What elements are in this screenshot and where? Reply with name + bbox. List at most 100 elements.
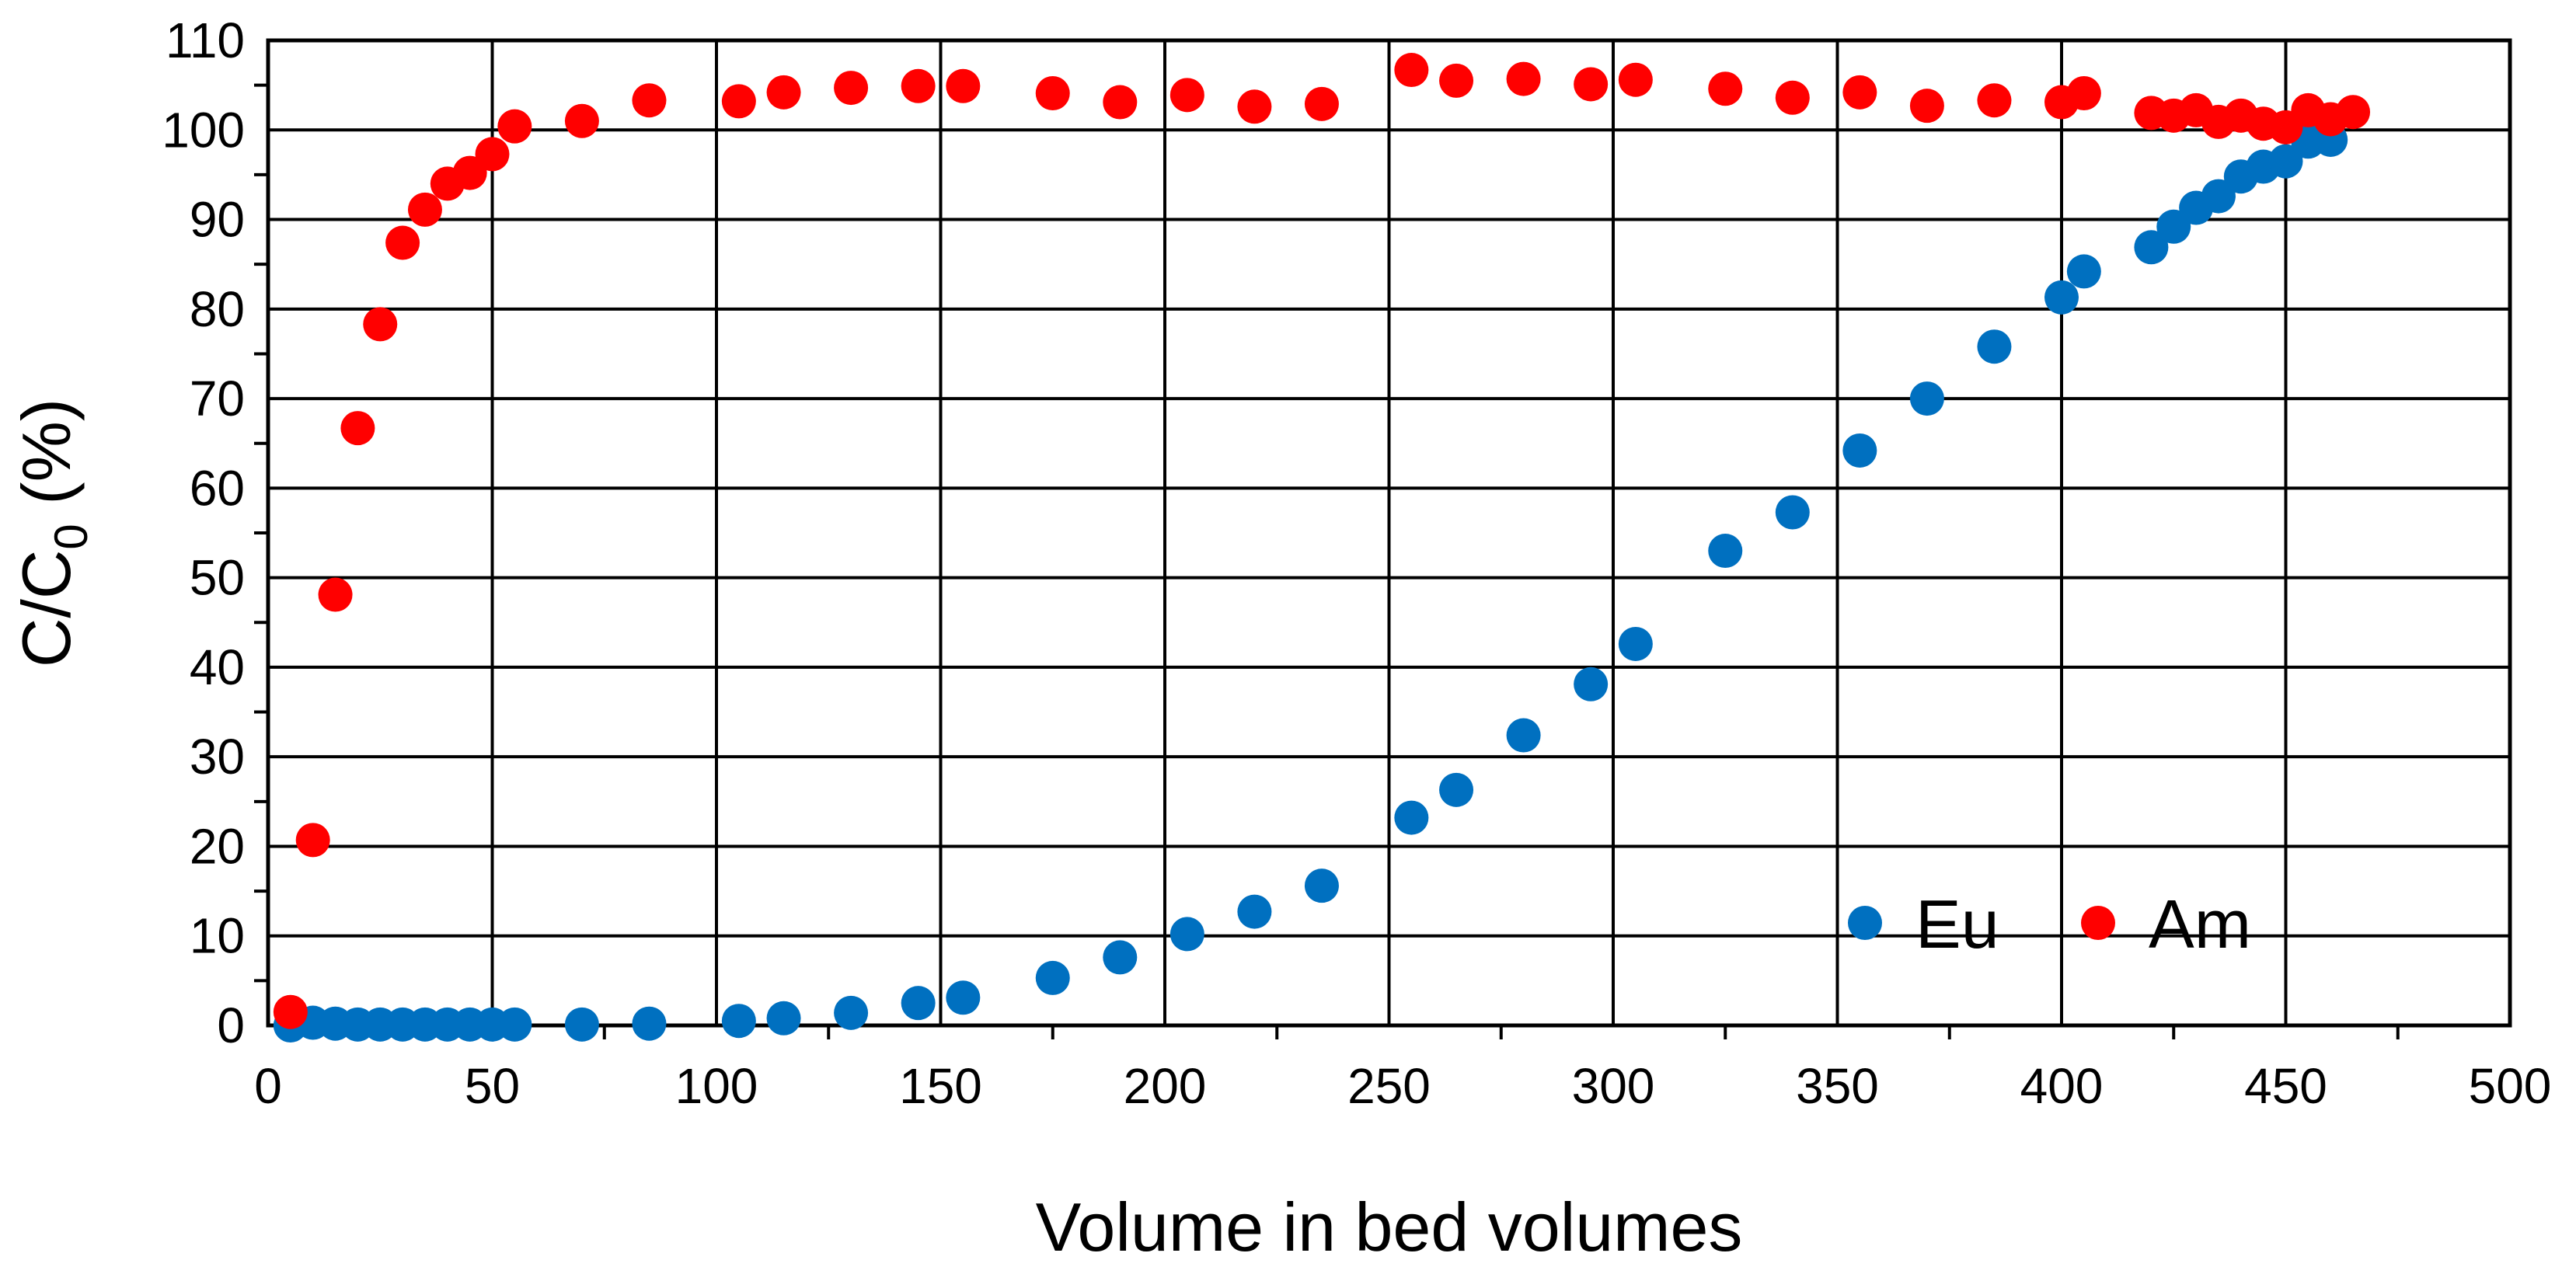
point-eu [497,1007,532,1042]
gridlines [267,39,2512,1027]
x-tick-label: 200 [1124,1058,1207,1114]
point-am [363,307,398,342]
point-eu [2134,230,2169,265]
point-eu [1169,917,1204,952]
point-am [318,577,353,612]
point-eu [1618,626,1653,661]
x-tick-label: 0 [254,1058,282,1114]
x-axis-title: Volume in bed volumes [1036,1189,1743,1265]
y-axis-tick-labels: 0 10 20 30 40 50 60 70 80 90 100 110 [162,12,245,1053]
point-am [1035,76,1070,111]
point-am [1506,61,1541,96]
x-tick-label: 400 [2020,1058,2104,1114]
point-eu [2268,144,2303,179]
point-am [1103,85,1138,120]
y-tick-label: 10 [190,908,245,964]
x-tick-label: 50 [465,1058,520,1114]
y-tick-label: 80 [190,281,245,337]
legend-label-eu: Eu [1915,886,1999,962]
y-tick-label: 70 [190,371,245,426]
point-am [2336,95,2371,130]
series-am [273,53,2371,1029]
series-eu [273,122,2348,1043]
point-eu [1506,718,1541,753]
y-tick-label: 30 [190,729,245,785]
x-tick-label: 250 [1347,1058,1431,1114]
point-eu [1394,800,1429,835]
point-am [1909,89,1944,124]
point-eu [1439,772,1474,807]
y-tick-label: 20 [190,818,245,874]
point-am [407,192,442,227]
point-eu [1035,960,1070,995]
minor-ticks [254,83,2400,1039]
point-eu [2156,209,2191,244]
point-eu [1304,868,1339,903]
point-eu [1708,534,1743,569]
point-am [1708,71,1743,106]
point-am [834,71,869,106]
point-am [946,68,981,103]
legend: Eu Am [1848,886,2251,962]
x-axis-tick-labels: 0 50 100 150 200 250 300 350 400 450 500 [254,1058,2551,1114]
point-am [475,137,510,172]
x-tick-label: 350 [1796,1058,1879,1114]
y-tick-label: 100 [162,102,245,158]
y-tick-label: 110 [166,12,245,68]
point-am [1977,83,2012,118]
point-am [766,75,801,110]
point-eu [2066,254,2101,289]
point-eu [1103,940,1138,975]
point-am [1775,80,1810,115]
point-eu [1775,495,1810,530]
point-am [340,411,375,446]
x-tick-label: 150 [899,1058,982,1114]
y-axis-title-tail: (%) [8,399,85,524]
point-eu [2201,179,2236,214]
point-am [1439,63,1474,98]
y-tick-label: 50 [190,550,245,606]
point-eu [1909,381,1944,416]
x-tick-label: 450 [2244,1058,2327,1114]
y-tick-label: 90 [190,192,245,248]
point-eu [1842,433,1877,468]
point-eu [1574,667,1609,701]
point-am [1169,78,1204,113]
point-am [1618,62,1653,97]
point-am [2066,76,2101,111]
point-am [452,155,487,190]
x-tick-label: 300 [1572,1058,1655,1114]
point-am [497,109,532,144]
point-am [1394,53,1429,88]
point-am [1304,86,1339,121]
y-axis-title: C/C0 (%) [8,399,97,667]
y-tick-label: 40 [190,639,245,695]
point-am [1842,75,1877,110]
y-axis-title-subscript: 0 [45,524,97,549]
point-eu [1237,894,1272,929]
point-eu [766,1001,801,1036]
point-am [564,103,599,138]
point-am [721,84,756,119]
point-am [295,823,330,858]
y-tick-label: 0 [217,997,245,1053]
point-eu [901,986,936,1021]
point-eu [721,1004,756,1039]
point-eu [946,980,981,1015]
point-eu [632,1006,667,1041]
point-am [385,225,420,260]
x-tick-label: 100 [675,1058,758,1114]
plot-area-frame [266,38,2512,1028]
y-axis-title-main: C/C [8,550,85,668]
point-eu [2044,280,2079,315]
data-series [273,53,2371,1043]
point-am [273,994,308,1029]
x-tick-label: 500 [2469,1058,2552,1114]
point-eu [1977,329,2012,364]
y-tick-label: 60 [190,460,245,516]
point-eu [564,1007,599,1042]
point-am [1574,67,1609,102]
legend-marker-eu [1848,906,1882,940]
legend-marker-am [2081,906,2115,940]
